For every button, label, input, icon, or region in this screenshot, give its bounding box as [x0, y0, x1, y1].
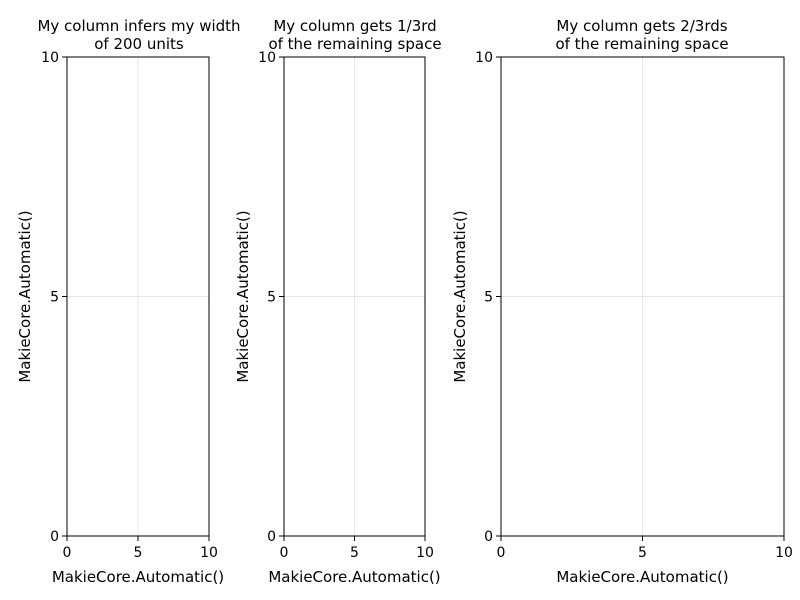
x-tick-label: 10	[775, 545, 793, 561]
axis-title: My column infers my width of 200 units	[37, 17, 240, 53]
x-axis-label: MakieCore.Automatic()	[52, 568, 224, 586]
y-axis-label: MakieCore.Automatic()	[451, 210, 469, 382]
x-axis-label: MakieCore.Automatic()	[556, 568, 728, 586]
axis-title: My column gets 1/3rd of the remaining spa…	[268, 17, 441, 53]
y-tick-label: 0	[50, 529, 59, 545]
y-tick-label: 5	[50, 290, 59, 306]
x-tick-label: 0	[280, 545, 289, 561]
x-tick-label: 10	[416, 545, 434, 561]
x-tick-label: 5	[350, 545, 359, 561]
y-tick-label: 5	[484, 290, 493, 306]
x-tick-label: 5	[638, 545, 647, 561]
y-tick-label: 10	[258, 50, 276, 66]
y-tick-label: 0	[267, 529, 276, 545]
y-tick-label: 10	[41, 50, 59, 66]
y-tick-label: 5	[267, 290, 276, 306]
x-axis-label: MakieCore.Automatic()	[268, 568, 440, 586]
y-axis-label: MakieCore.Automatic()	[234, 210, 252, 382]
x-tick-label: 0	[63, 545, 72, 561]
x-tick-label: 0	[497, 545, 506, 561]
y-axis-label: MakieCore.Automatic()	[16, 210, 34, 382]
x-tick-label: 10	[200, 545, 218, 561]
axis-title: My column gets 2/3rds of the remaining sp…	[555, 17, 728, 53]
x-tick-label: 5	[134, 545, 143, 561]
y-tick-label: 0	[484, 529, 493, 545]
y-tick-label: 10	[475, 50, 493, 66]
axis-panel-3: 0 5 10 0 5 10 My column gets 2/3rds of the rema…	[451, 17, 793, 586]
